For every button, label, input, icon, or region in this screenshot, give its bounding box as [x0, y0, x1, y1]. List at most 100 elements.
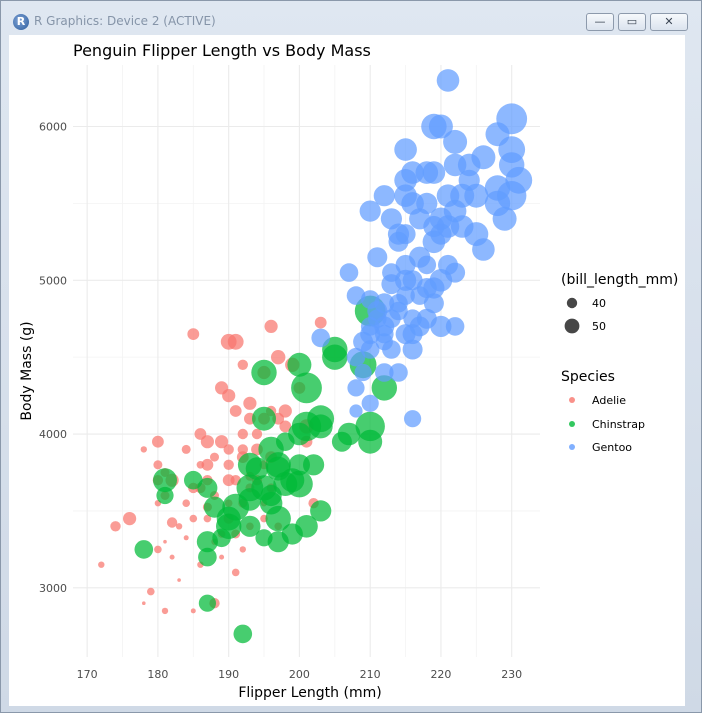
data-point-adelie [251, 428, 263, 440]
data-point-adelie [264, 319, 278, 333]
data-point-adelie [243, 396, 257, 410]
data-point-adelie [177, 578, 181, 582]
legend-label-adelie: Adelie [592, 394, 626, 407]
y-tick-label: 3000 [39, 582, 67, 595]
y-tick-label: 6000 [39, 121, 67, 134]
color-legend: Species Adelie Chinstrap Gentoo [561, 369, 645, 454]
data-point-chinstrap [245, 457, 269, 480]
data-point-adelie [169, 554, 175, 560]
data-point-gentoo [409, 208, 431, 230]
data-point-gentoo [367, 247, 388, 268]
data-point-chinstrap [252, 406, 276, 431]
data-point-adelie [237, 359, 248, 370]
data-point-chinstrap [239, 515, 261, 537]
data-point-gentoo [375, 363, 394, 382]
data-point-gentoo [346, 286, 366, 305]
x-tick-label: 190 [218, 668, 239, 681]
data-point-gentoo [421, 113, 447, 140]
data-point-gentoo [417, 255, 437, 275]
data-point-adelie [210, 452, 219, 462]
data-point-gentoo [492, 206, 517, 231]
data-point-adelie [237, 428, 248, 440]
data-point-gentoo [423, 277, 445, 299]
data-point-gentoo [347, 379, 365, 397]
data-point-adelie [154, 545, 162, 554]
data-point-chinstrap [286, 470, 313, 498]
data-point-adelie [152, 435, 164, 448]
data-point-chinstrap [310, 500, 332, 522]
title-bar[interactable]: R R Graphics: Device 2 (ACTIVE) — ▭ ✕ [1, 1, 701, 35]
data-point-adelie [98, 561, 105, 568]
data-point-gentoo [402, 324, 423, 345]
data-point-adelie [219, 554, 225, 560]
color-legend-title: Species [561, 369, 615, 385]
y-tick-label: 5000 [39, 274, 67, 287]
data-point-chinstrap [331, 431, 352, 452]
legend-key-gentoo [569, 444, 575, 450]
data-point-gentoo [311, 328, 331, 348]
data-point-gentoo [394, 138, 417, 161]
minimize-button[interactable]: — [586, 13, 614, 31]
data-point-adelie [231, 568, 240, 577]
data-point-gentoo [389, 301, 408, 321]
data-point-adelie [182, 499, 190, 508]
x-tick-label: 200 [289, 668, 310, 681]
legend-label-chinstrap: Chinstrap [592, 418, 645, 431]
close-button[interactable]: ✕ [650, 13, 688, 31]
data-point-gentoo [382, 340, 401, 359]
size-legend-title: (bill_length_mm) [561, 272, 678, 288]
data-point-gentoo [389, 363, 408, 382]
data-point-adelie [189, 514, 198, 523]
data-point-gentoo [349, 404, 363, 418]
data-point-gentoo [423, 293, 444, 314]
data-point-adelie [215, 435, 229, 449]
data-point-gentoo [339, 263, 359, 282]
y-tick-label: 4000 [39, 428, 67, 441]
data-point-gentoo [450, 215, 474, 238]
data-point-gentoo [346, 347, 366, 367]
data-point-adelie [237, 444, 248, 455]
data-point-gentoo [395, 224, 416, 245]
data-point-adelie [279, 420, 292, 433]
data-point-gentoo [396, 286, 415, 305]
x-axis-label: Flipper Length (mm) [238, 685, 381, 701]
data-point-adelie [166, 517, 178, 528]
data-point-adelie [201, 458, 214, 471]
data-point-gentoo [496, 103, 528, 135]
data-point-chinstrap [233, 624, 253, 644]
x-tick-label: 210 [360, 668, 381, 681]
data-point-chinstrap [322, 344, 348, 370]
data-point-gentoo [505, 166, 533, 194]
data-point-adelie [229, 405, 242, 417]
data-point-gentoo [445, 317, 465, 336]
x-tick-label: 180 [147, 668, 168, 681]
data-point-adelie [271, 350, 286, 365]
data-point-chinstrap [153, 468, 177, 493]
data-point-adelie [222, 389, 236, 403]
data-point-chinstrap [291, 372, 322, 404]
data-point-gentoo [471, 145, 496, 170]
data-point-chinstrap [371, 375, 397, 401]
x-tick-label: 220 [430, 668, 451, 681]
data-point-chinstrap [265, 505, 291, 532]
data-point-gentoo [443, 129, 468, 154]
data-point-chinstrap [251, 359, 277, 386]
data-point-adelie [239, 546, 246, 553]
data-point-adelie [153, 460, 163, 470]
data-point-gentoo [401, 161, 424, 184]
maximize-button[interactable]: ▭ [618, 13, 646, 31]
data-point-adelie [187, 328, 200, 340]
data-point-gentoo [436, 69, 460, 92]
data-point-adelie [163, 539, 167, 544]
data-point-gentoo [464, 183, 489, 208]
data-point-adelie [147, 587, 155, 596]
data-point-gentoo [359, 200, 381, 222]
chart-title: Penguin Flipper Length vs Body Mass [73, 41, 371, 60]
plot-area: 170 180 190 200 210 220 230 3000 4000 5000 6000 Pe… [9, 35, 685, 706]
data-point-chinstrap [287, 352, 312, 377]
data-point-gentoo [354, 363, 372, 382]
data-point-gentoo [498, 136, 526, 163]
data-point-gentoo [472, 238, 495, 261]
data-point-adelie [190, 608, 196, 614]
